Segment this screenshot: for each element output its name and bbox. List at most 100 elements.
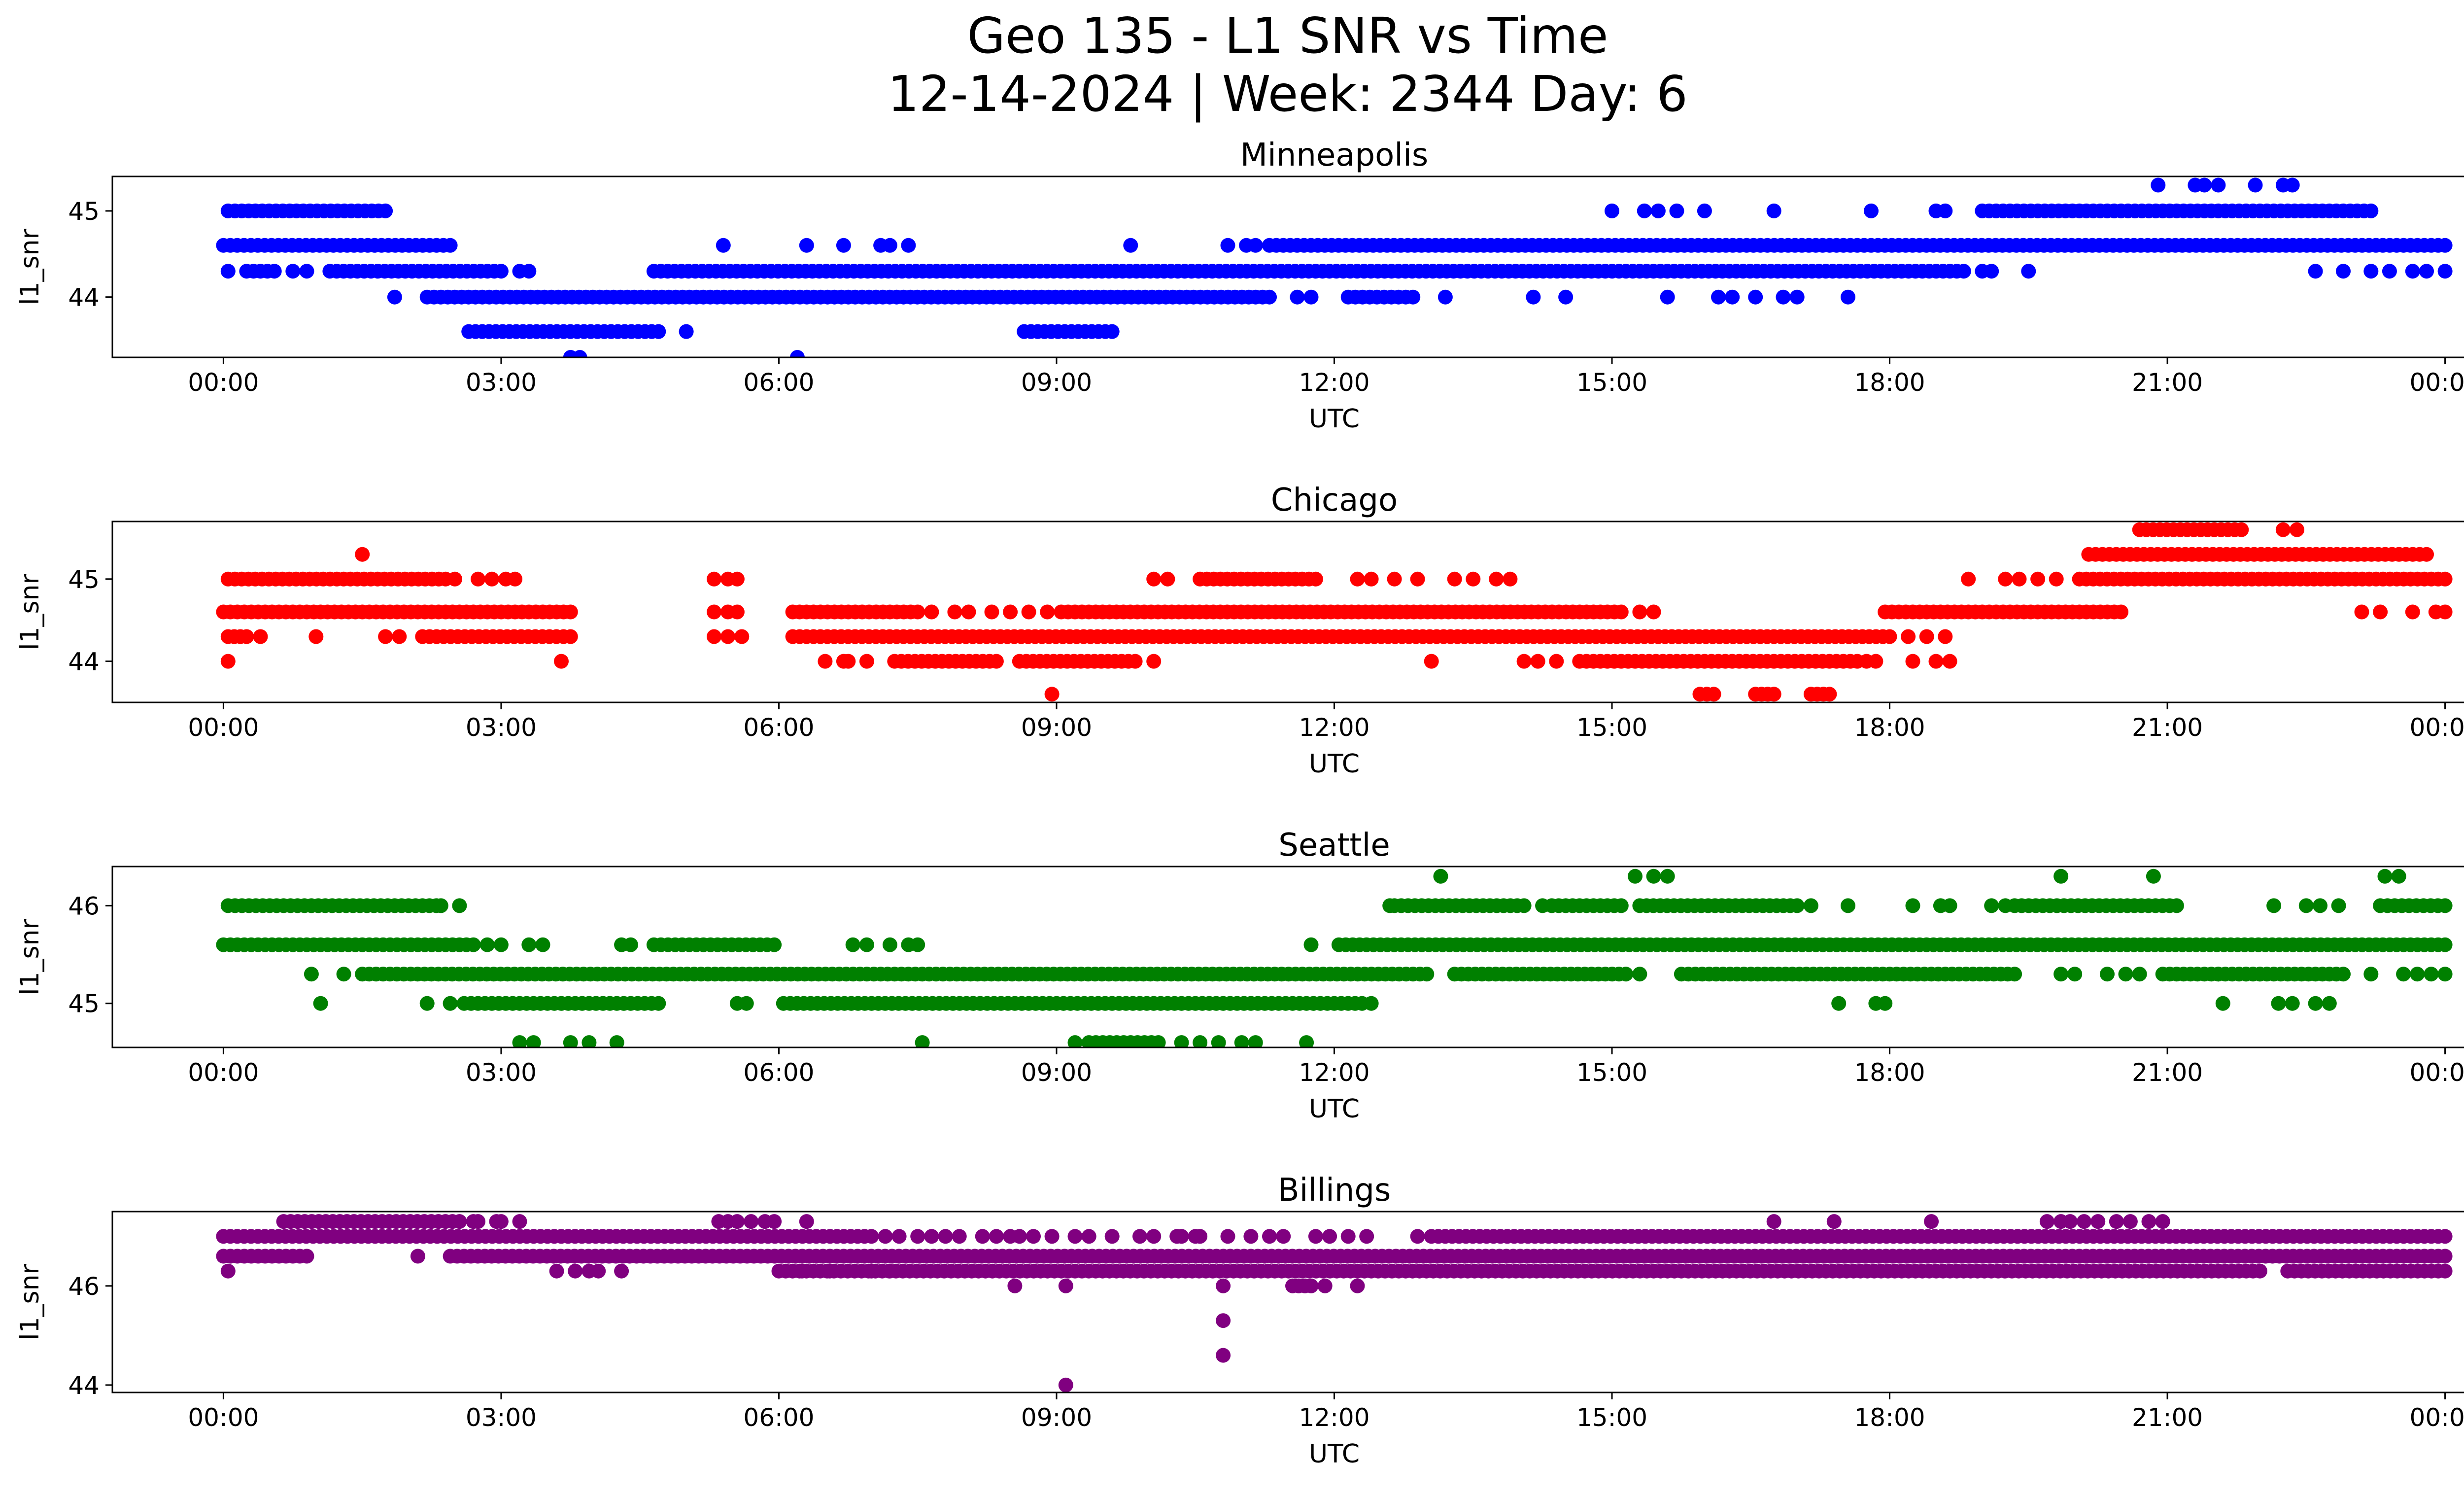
figure-title: Geo 135 - L1 SNR vs Time 12-14-2024 | We… bbox=[0, 7, 2464, 123]
data-point bbox=[2437, 937, 2453, 952]
data-point bbox=[493, 264, 509, 279]
data-point bbox=[882, 238, 897, 253]
data-point bbox=[452, 898, 467, 913]
data-point bbox=[508, 571, 523, 587]
x-tick-label: 06:00 bbox=[743, 1403, 814, 1432]
data-point bbox=[915, 1035, 930, 1047]
x-tick-label: 00:00 bbox=[2410, 713, 2464, 742]
data-point bbox=[1503, 571, 1518, 587]
data-point bbox=[794, 1263, 810, 1279]
data-point bbox=[452, 1214, 467, 1229]
data-point bbox=[2437, 898, 2453, 913]
data-point bbox=[2114, 604, 2129, 620]
data-point bbox=[526, 1035, 541, 1047]
data-point bbox=[2331, 898, 2346, 913]
data-point bbox=[355, 547, 370, 562]
data-point bbox=[2109, 1214, 2124, 1229]
x-tick-label: 18:00 bbox=[1854, 1058, 1925, 1087]
data-point bbox=[2322, 996, 2337, 1011]
data-point bbox=[554, 654, 569, 669]
data-point bbox=[2437, 571, 2453, 587]
subplot-minneapolis: Minneapolis 00:00 03:00 06:00 09:00 12:00 15:0… bbox=[15, 137, 2464, 434]
data-point bbox=[1938, 203, 1953, 218]
x-tick-label: 00:00 bbox=[188, 368, 259, 397]
data-point bbox=[1193, 1229, 1208, 1244]
data-point bbox=[841, 654, 856, 669]
data-point bbox=[1146, 654, 1162, 669]
data-point bbox=[1026, 1229, 1041, 1244]
data-point bbox=[1660, 289, 1675, 305]
data-point bbox=[716, 238, 731, 253]
data-point bbox=[1558, 289, 1574, 305]
data-point bbox=[1211, 1035, 1226, 1047]
data-point bbox=[2077, 1214, 2091, 1229]
data-point bbox=[2405, 264, 2420, 279]
data-point bbox=[1905, 898, 1920, 913]
data-point bbox=[1447, 571, 1462, 587]
data-point bbox=[1220, 238, 1235, 253]
data-point bbox=[1669, 203, 1684, 218]
data-point bbox=[1822, 687, 1837, 702]
data-point bbox=[836, 238, 851, 253]
data-point bbox=[2373, 604, 2388, 620]
data-point bbox=[1021, 604, 1036, 620]
x-tick-label: 15:00 bbox=[1576, 368, 1647, 397]
data-point bbox=[2271, 996, 2286, 1011]
x-tick-label: 06:00 bbox=[743, 368, 814, 397]
data-point bbox=[2437, 264, 2453, 279]
data-point bbox=[2354, 604, 2369, 620]
data-point bbox=[1081, 1229, 1096, 1244]
data-point bbox=[591, 1263, 606, 1279]
data-point bbox=[707, 629, 721, 644]
data-point bbox=[1128, 654, 1143, 669]
data-point bbox=[299, 1249, 314, 1264]
data-point bbox=[1646, 604, 1661, 620]
figure-title-line-1: Geo 135 - L1 SNR vs Time bbox=[967, 7, 1608, 65]
data-point bbox=[1660, 869, 1675, 884]
data-point bbox=[1605, 203, 1619, 218]
data-point bbox=[1831, 996, 1847, 1011]
y-tick-label: 46 bbox=[68, 892, 100, 920]
data-point bbox=[479, 937, 495, 952]
data-point bbox=[651, 996, 666, 1011]
data-point bbox=[1308, 1229, 1323, 1244]
data-point bbox=[2290, 522, 2304, 537]
y-tick-label: 44 bbox=[68, 283, 100, 312]
data-point bbox=[1516, 654, 1532, 669]
data-point bbox=[220, 654, 236, 669]
data-point bbox=[1132, 1229, 1147, 1244]
data-point bbox=[1387, 571, 1402, 587]
data-point bbox=[878, 1229, 893, 1244]
data-point bbox=[1841, 898, 1855, 913]
x-tick-label: 06:00 bbox=[743, 1058, 814, 1087]
x-tick-label: 00:00 bbox=[2410, 1058, 2464, 1087]
data-point bbox=[623, 937, 638, 952]
data-point bbox=[2132, 967, 2147, 982]
data-point bbox=[1776, 289, 1791, 305]
data-point bbox=[2285, 177, 2300, 193]
subplot-chicago: Chicago 00:00 03:00 06:00 09:00 12:00 15:00 18:… bbox=[15, 482, 2464, 779]
data-point bbox=[447, 571, 462, 587]
data-point bbox=[563, 1035, 578, 1047]
data-point bbox=[471, 571, 485, 587]
data-point bbox=[2122, 1214, 2138, 1229]
data-point bbox=[961, 604, 976, 620]
data-point bbox=[2053, 967, 2069, 982]
data-point bbox=[563, 629, 578, 644]
data-point bbox=[1044, 1229, 1060, 1244]
data-point bbox=[2100, 967, 2115, 982]
data-point bbox=[1841, 289, 1855, 305]
data-point bbox=[1956, 264, 1971, 279]
y-tick-label: 44 bbox=[68, 1371, 100, 1400]
data-point bbox=[1919, 629, 1934, 644]
data-point bbox=[304, 967, 319, 982]
data-point bbox=[336, 967, 351, 982]
data-point bbox=[651, 324, 666, 339]
subplot-seattle: Seattle 00:00 03:00 06:00 09:00 12:00 15:00 18:… bbox=[15, 827, 2464, 1124]
data-point bbox=[1003, 604, 1018, 620]
data-point bbox=[1725, 289, 1740, 305]
data-point bbox=[864, 1263, 879, 1279]
data-point bbox=[1618, 967, 1634, 982]
data-point bbox=[2308, 264, 2323, 279]
